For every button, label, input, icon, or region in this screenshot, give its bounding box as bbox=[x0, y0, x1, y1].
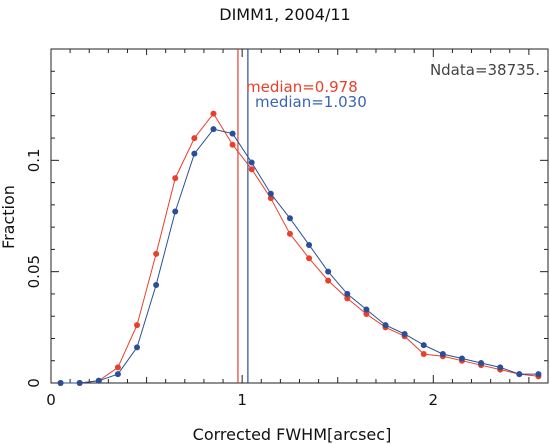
data-point-series-1 bbox=[134, 322, 141, 329]
data-point-series-2 bbox=[267, 190, 274, 197]
data-point-series-2 bbox=[401, 331, 408, 338]
median-lines bbox=[237, 49, 249, 383]
data-point-series-1 bbox=[325, 277, 332, 284]
data-point-series-2 bbox=[382, 322, 389, 329]
series-line-1 bbox=[60, 112, 539, 384]
x-axis-label: Corrected FWHM[arcsec] bbox=[193, 425, 392, 444]
data-point-series-2 bbox=[114, 371, 121, 378]
data-point-series-2 bbox=[286, 215, 293, 222]
median-blue-annotation: median=1.030 bbox=[255, 93, 367, 111]
data-point-series-1 bbox=[363, 310, 370, 317]
data-point-series-1 bbox=[344, 295, 351, 302]
data-point-series-1 bbox=[248, 166, 255, 173]
median-red-annotation: median=0.978 bbox=[246, 78, 358, 96]
data-point-series-2 bbox=[363, 306, 370, 313]
data-point-series-2 bbox=[153, 282, 160, 289]
data-point-series-1 bbox=[286, 230, 293, 237]
data-point-series-2 bbox=[57, 380, 64, 386]
data-point-series-1 bbox=[210, 110, 217, 117]
data-point-series-2 bbox=[535, 371, 542, 378]
y-tick-label: 0.1 bbox=[25, 148, 43, 172]
data-point-series-2 bbox=[344, 290, 351, 297]
data-point-series-1 bbox=[420, 351, 427, 358]
ndata-annotation: Ndata=38735. bbox=[430, 61, 540, 79]
x-tick-label: 1 bbox=[237, 391, 247, 409]
data-point-series-2 bbox=[497, 364, 504, 371]
data-point-series-2 bbox=[134, 344, 141, 351]
series-layer bbox=[57, 110, 542, 386]
data-point-series-2 bbox=[439, 351, 446, 358]
data-point-series-2 bbox=[458, 355, 465, 362]
data-point-series-1 bbox=[306, 255, 313, 262]
data-point-series-2 bbox=[420, 342, 427, 349]
series-line-2 bbox=[60, 128, 539, 384]
data-point-series-2 bbox=[325, 268, 332, 275]
data-point-series-2 bbox=[306, 241, 313, 248]
chart-title: DIMM1, 2004/11 bbox=[219, 5, 350, 24]
data-point-series-2 bbox=[248, 159, 255, 166]
data-point-series-2 bbox=[210, 126, 217, 133]
data-point-series-1 bbox=[267, 195, 274, 202]
data-point-series-2 bbox=[76, 380, 83, 386]
data-point-series-2 bbox=[478, 359, 485, 366]
y-tick-label: 0.05 bbox=[25, 255, 43, 288]
axis-ticks: 0 1 2 0 0.05 0.1 bbox=[25, 48, 549, 409]
data-point-series-1 bbox=[172, 175, 179, 182]
data-point-series-1 bbox=[229, 141, 236, 148]
data-point-series-1 bbox=[153, 250, 160, 257]
data-point-series-2 bbox=[516, 371, 523, 378]
y-axis-label: Fraction bbox=[0, 185, 18, 249]
data-point-series-2 bbox=[191, 150, 198, 157]
y-tick-label: 0 bbox=[25, 378, 43, 388]
x-tick-label: 2 bbox=[429, 391, 439, 409]
data-point-series-1 bbox=[191, 135, 198, 142]
data-point-series-2 bbox=[229, 130, 236, 137]
x-tick-label: 0 bbox=[46, 391, 56, 409]
data-point-series-2 bbox=[95, 377, 102, 384]
data-point-series-1 bbox=[114, 364, 121, 371]
data-point-series-2 bbox=[172, 208, 179, 215]
